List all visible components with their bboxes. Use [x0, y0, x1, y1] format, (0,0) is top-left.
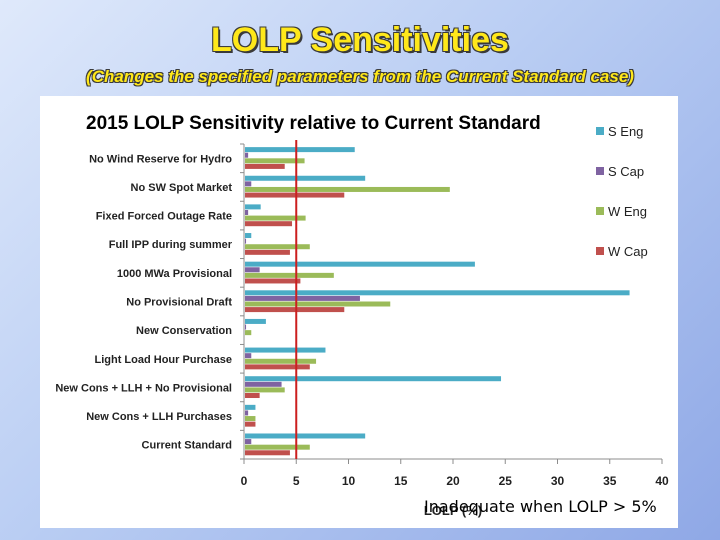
bar-s-cap [245, 439, 252, 445]
bar-w-eng [245, 330, 252, 336]
x-tick-label: 20 [446, 474, 460, 488]
bar-w-cap [245, 163, 285, 169]
legend-label: S Eng [608, 124, 643, 139]
bar-s-eng [245, 233, 252, 239]
bar-w-cap [245, 421, 256, 427]
category-label: New Cons + LLH Purchases [86, 411, 232, 423]
legend-label: S Cap [608, 164, 644, 179]
legend-swatch [596, 207, 604, 215]
category-label: New Cons + LLH + No Provisional [55, 382, 232, 394]
bar-w-eng [245, 272, 334, 278]
bar-s-eng [245, 147, 355, 153]
bar-s-cap [245, 152, 249, 158]
x-tick-label: 5 [293, 474, 300, 488]
legend-label: W Cap [608, 244, 648, 259]
chart-title: 2015 LOLP Sensitivity relative to Curren… [86, 113, 541, 134]
bar-w-eng [245, 244, 310, 250]
bar-w-cap [245, 192, 345, 198]
bar-w-eng [245, 416, 256, 422]
bar-w-eng [245, 358, 317, 364]
bar-w-cap [245, 249, 290, 255]
category-label: Fixed Forced Outage Rate [96, 211, 232, 223]
bar-w-cap [245, 364, 310, 370]
category-label: No Provisional Draft [126, 297, 232, 309]
x-tick-label: 25 [499, 474, 513, 488]
slide-title: LOLP Sensitivities [211, 21, 509, 59]
bar-s-cap [245, 353, 252, 359]
x-tick-label: 10 [342, 474, 356, 488]
bar-w-cap [245, 393, 260, 399]
x-tick-label: 40 [655, 474, 669, 488]
category-label: No Wind Reserve for Hydro [89, 153, 232, 165]
legend-swatch [596, 167, 604, 175]
legend-swatch [596, 127, 604, 135]
bar-w-cap [245, 450, 290, 456]
x-tick-label: 35 [603, 474, 617, 488]
x-tick-label: 30 [551, 474, 565, 488]
bar-s-cap [245, 238, 247, 244]
bar-w-eng [245, 444, 310, 450]
bar-s-cap [245, 324, 247, 330]
bar-s-eng [245, 290, 630, 296]
bar-w-cap [245, 221, 293, 227]
bar-w-eng [245, 215, 306, 221]
bar-s-cap [245, 295, 360, 301]
threshold-annotation: Inadequate when LOLP > 5% [424, 497, 657, 516]
bar-s-eng [245, 175, 366, 181]
x-axis-title: LOLP (%) [424, 503, 482, 518]
bar-s-cap [245, 209, 249, 215]
bar-w-eng [245, 186, 450, 192]
bar-s-eng [245, 376, 502, 382]
legend-label: W Eng [608, 204, 647, 219]
bar-s-cap [245, 267, 260, 273]
bar-s-cap [245, 381, 282, 387]
x-tick-label: 15 [394, 474, 408, 488]
category-label: Current Standard [142, 440, 232, 452]
category-label: New Conservation [136, 325, 232, 337]
category-label: Light Load Hour Purchase [94, 354, 232, 366]
category-label: Full IPP during summer [109, 239, 233, 251]
bar-s-eng [245, 433, 366, 439]
chart-panel: 2015 LOLP Sensitivity relative to Curren… [40, 96, 678, 528]
bar-s-eng [245, 204, 261, 210]
bar-w-eng [245, 301, 391, 307]
bar-s-cap [245, 181, 252, 187]
category-label: 1000 MWa Provisional [117, 268, 232, 280]
legend-swatch [596, 247, 604, 255]
bar-s-cap [245, 410, 249, 416]
bar-s-eng [245, 318, 266, 324]
lolp-bar-chart: 2015 LOLP Sensitivity relative to Curren… [55, 113, 669, 518]
bar-s-eng [245, 261, 475, 267]
slide-subtitle: (Changes the specified parameters from t… [86, 67, 634, 86]
bar-s-eng [245, 347, 326, 353]
bar-w-cap [245, 307, 345, 313]
bar-w-cap [245, 278, 301, 284]
bar-w-eng [245, 158, 305, 164]
bar-w-eng [245, 387, 285, 393]
x-tick-label: 0 [241, 474, 248, 488]
category-label: No SW Spot Market [131, 182, 233, 194]
bar-s-eng [245, 404, 256, 410]
